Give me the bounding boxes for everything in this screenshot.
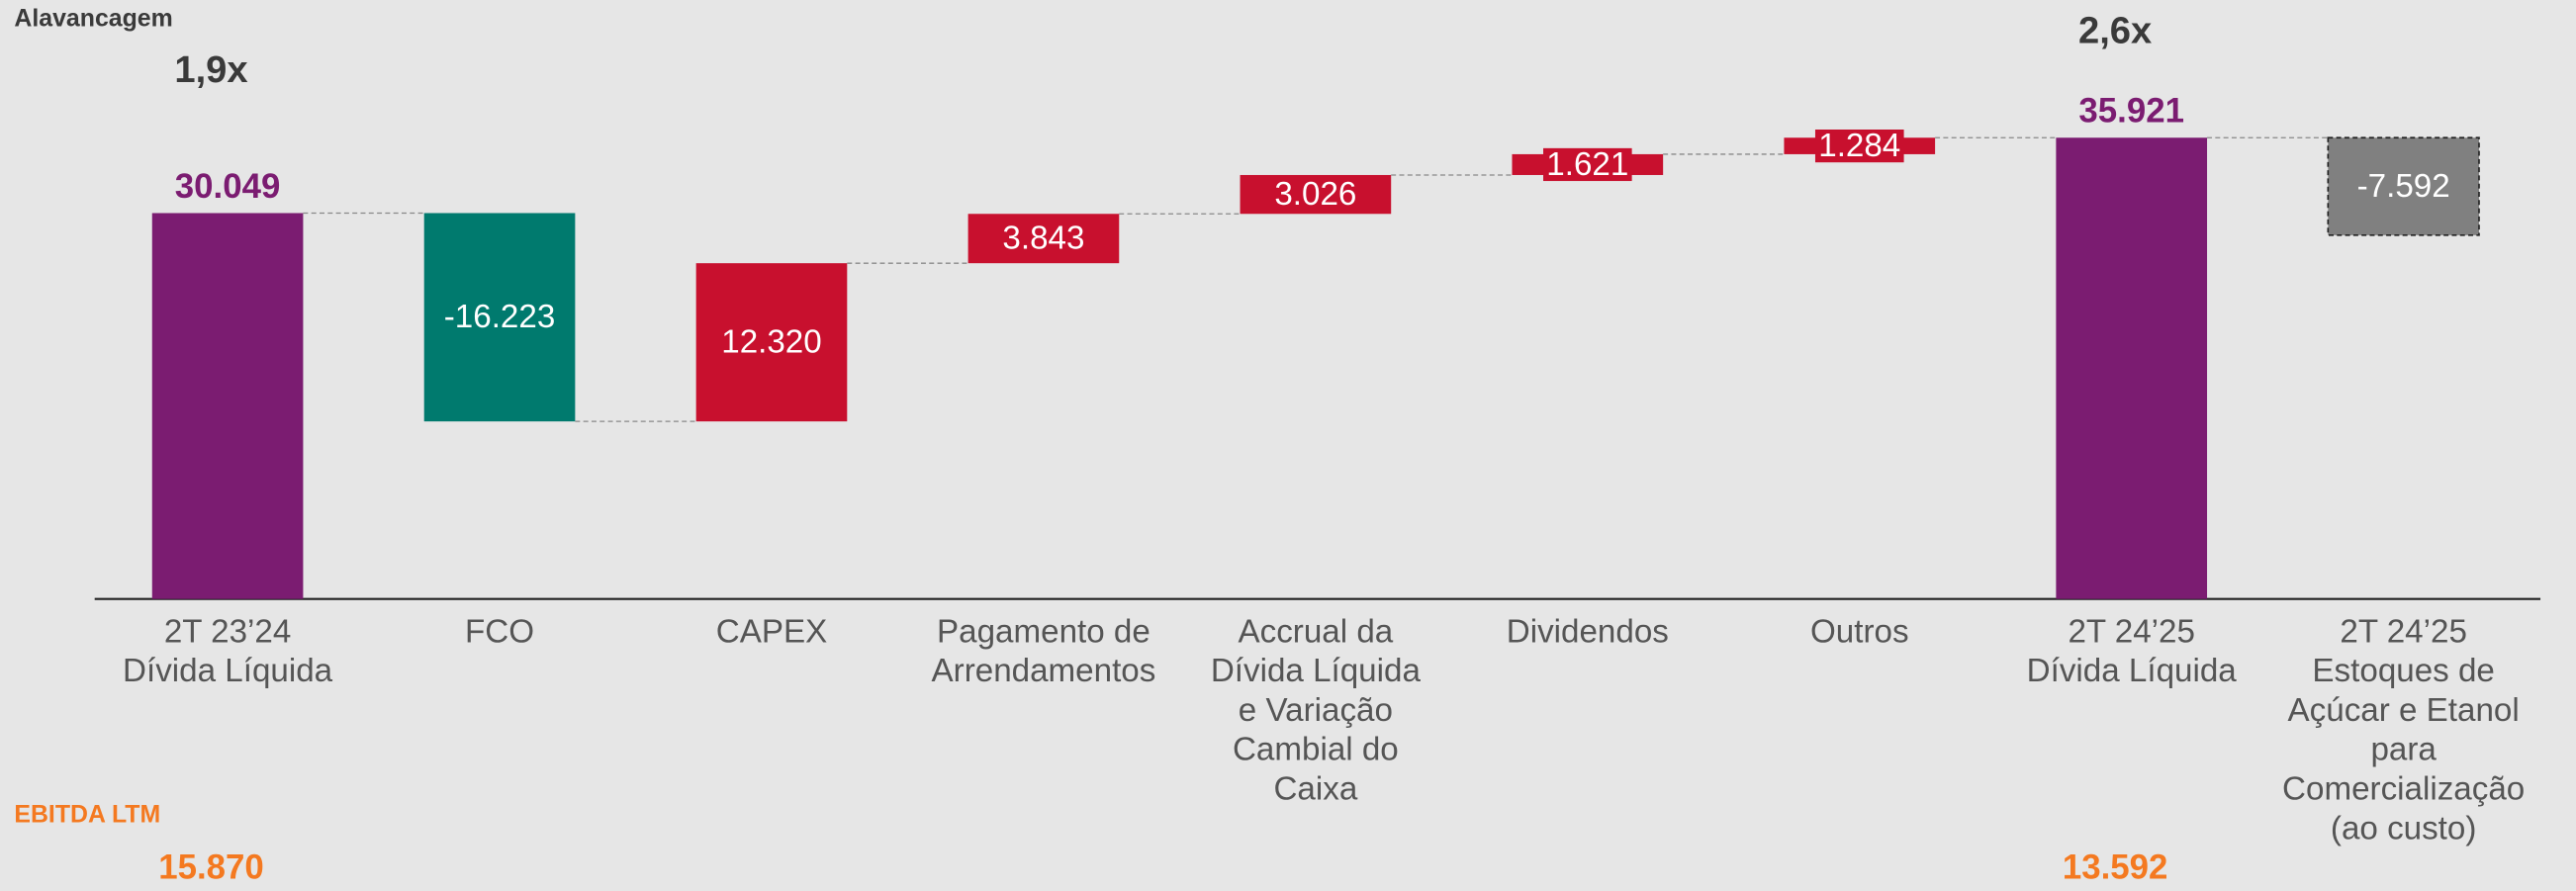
- bar: [2327, 136, 2480, 236]
- x-tick-label: e Variação: [1239, 692, 1393, 729]
- bar: [2056, 137, 2208, 599]
- x-tick-label: FCO: [465, 613, 534, 650]
- value-label: 12.320: [721, 324, 821, 361]
- value-label-box: [1543, 147, 1632, 182]
- x-tick-label: Dívida Líquida: [2027, 653, 2238, 689]
- x-tick-label: 2T 24’25: [2340, 613, 2466, 650]
- x-tick-label: Pagamento de: [937, 613, 1150, 650]
- chart-title: Alavancagem: [14, 4, 172, 32]
- x-tick-label: Estoques de: [2312, 653, 2494, 689]
- value-label: 30.049: [175, 167, 281, 206]
- leverage-label: 1,9x: [174, 48, 247, 91]
- value-label: 3.026: [1274, 176, 1356, 213]
- x-tick-label: 2T 23’24: [164, 613, 292, 650]
- x-tick-label: Dívida Líquida: [1211, 653, 1422, 689]
- x-tick-label: Accrual da: [1239, 613, 1394, 650]
- value-label: -7.592: [2357, 168, 2450, 205]
- leverage-label: 2,6x: [2078, 9, 2152, 51]
- x-tick-label: para: [2370, 732, 2437, 768]
- bar: [967, 214, 1120, 264]
- ebitda-value: 13.592: [2063, 848, 2168, 887]
- x-tick-label: 2T 24’25: [2068, 613, 2195, 650]
- x-tick-label: Cambial do: [1233, 732, 1399, 768]
- value-label: 3.843: [1002, 221, 1084, 257]
- x-tick-label: CAPEX: [716, 613, 827, 650]
- x-tick-label: (ao custo): [2331, 810, 2477, 846]
- bar: [423, 213, 576, 422]
- value-label: -16.223: [444, 299, 556, 335]
- ebitda-value: 15.870: [158, 848, 264, 887]
- bar: [695, 263, 848, 422]
- x-tick-label: Caixa: [1273, 771, 1357, 808]
- x-tick-label: Comercialização: [2282, 771, 2525, 808]
- value-label: 1.284: [1818, 128, 1900, 164]
- value-label: 1.621: [1546, 146, 1628, 183]
- x-tick-label: Dívida Líquida: [123, 653, 333, 689]
- ebitda-title: EBITDA LTM: [14, 800, 160, 828]
- x-tick-label: Açúcar e Etanol: [2288, 692, 2520, 729]
- x-tick-label: Dividendos: [1507, 613, 1669, 650]
- x-tick-label: Arrendamentos: [932, 653, 1156, 689]
- x-tick-label: Outros: [1810, 613, 1909, 650]
- bar: [151, 213, 304, 599]
- bar: [1240, 174, 1392, 215]
- value-label-box: [1814, 130, 1904, 163]
- value-label: 35.921: [2078, 92, 2184, 131]
